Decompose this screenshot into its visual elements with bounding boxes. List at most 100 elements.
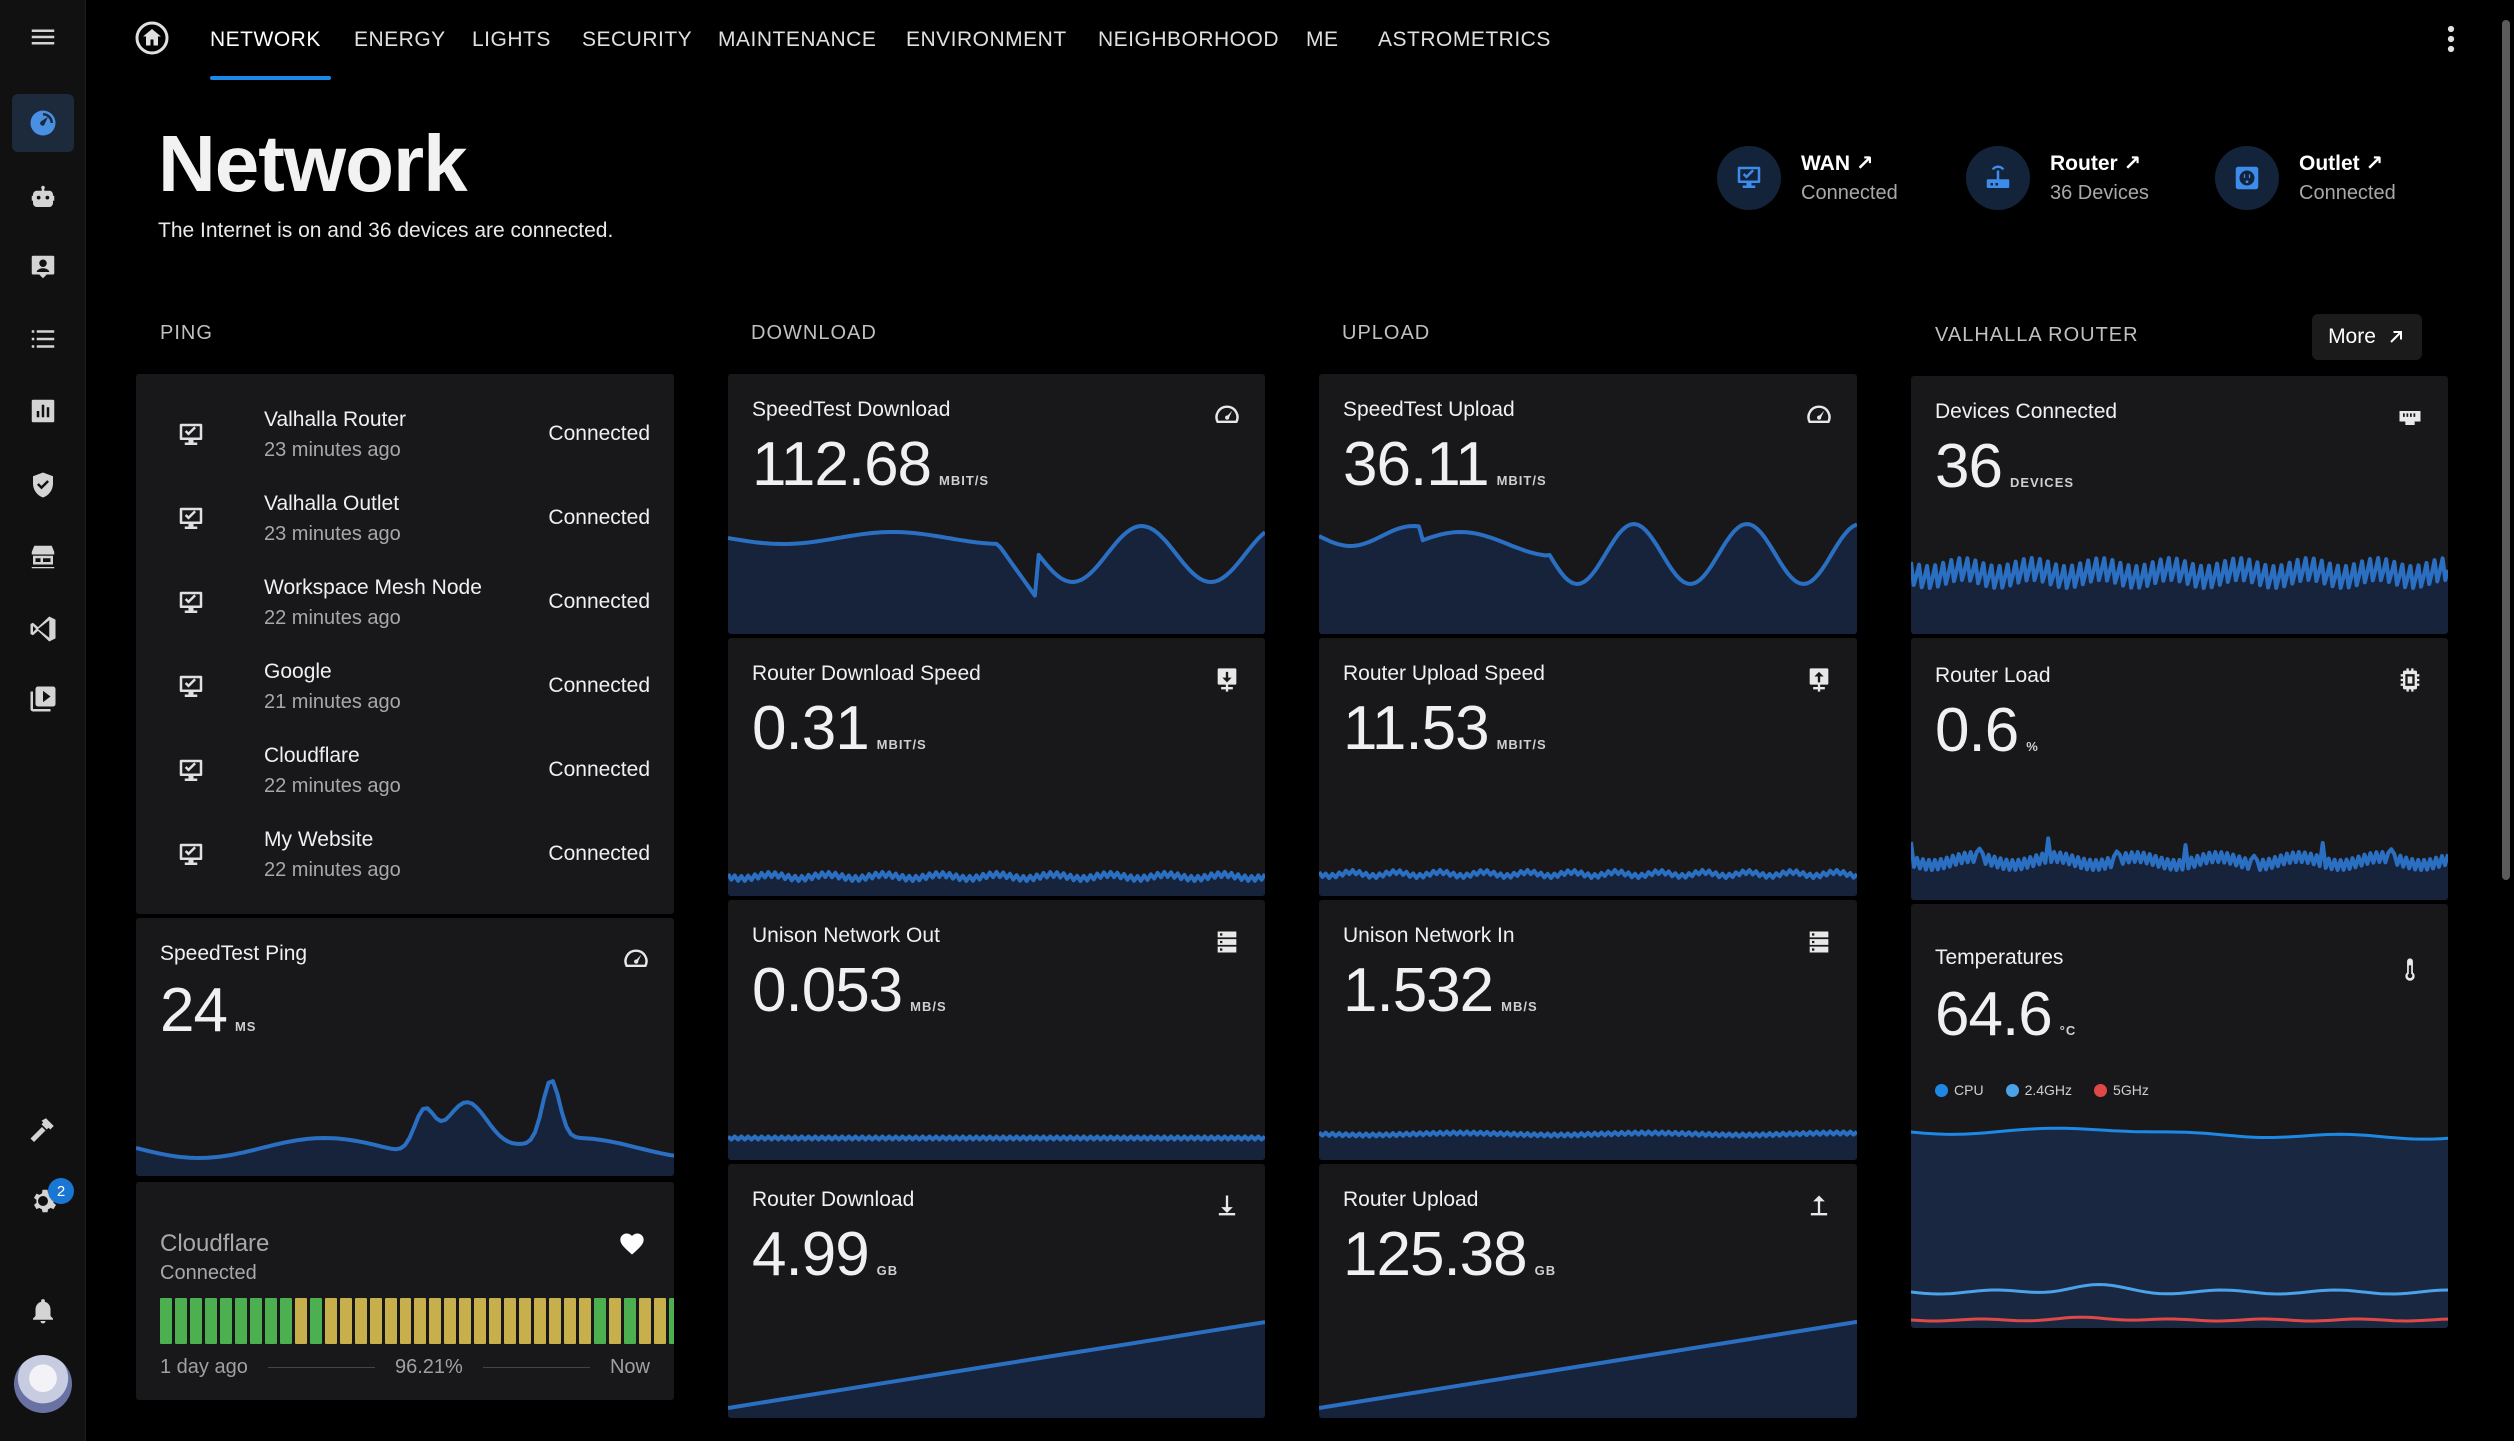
ping-row[interactable]: Valhalla Outlet 23 minutes ago Connected [160,482,650,566]
wan-badge[interactable]: WAN ↗ Connected [1717,146,1898,210]
uptime-bar[interactable] [219,1298,232,1344]
external-link-icon: ↗ [2123,152,2142,175]
speedtest-ping-card[interactable]: SpeedTest Ping 24 MS [136,918,674,1176]
card-value: 0.6% [1935,696,2039,765]
tab-maintenance[interactable]: MAINTENANCE [718,28,877,51]
uptime-bar[interactable] [354,1298,367,1344]
router-download-speed-card[interactable]: Router Download Speed 0.31 MBIT/S [728,638,1265,896]
uptime-card[interactable]: Cloudflare Connected 1 day ago 96.21% No… [136,1182,674,1400]
unison-in-card[interactable]: Unison Network In 1.532 MB/S [1319,900,1857,1160]
ping-row[interactable]: Google 21 minutes ago Connected [160,650,650,734]
uptime-bar[interactable] [324,1298,337,1344]
devices-connected-card[interactable]: Devices Connected 36 DEVICES [1911,376,2448,634]
more-label: More [2328,325,2376,348]
uptime-bar[interactable] [234,1298,247,1344]
uptime-bar[interactable] [639,1298,651,1344]
uptime-bar[interactable] [264,1298,277,1344]
speedtest-upload-card[interactable]: SpeedTest Upload 36.11 MBIT/S [1319,374,1857,634]
uptime-bar[interactable] [399,1298,412,1344]
tab-lights[interactable]: LIGHTS [472,28,551,51]
tab-me[interactable]: ME [1306,28,1339,51]
dashboard-icon[interactable] [12,94,74,152]
uptime-bar[interactable] [339,1298,352,1344]
overflow-menu-icon[interactable] [2446,24,2456,54]
uptime-bar[interactable] [489,1298,502,1344]
settings-icon[interactable]: 2 [12,1172,74,1230]
tab-environment[interactable]: ENVIRONMENT [906,28,1067,51]
uptime-bar[interactable] [549,1298,562,1344]
router-badge[interactable]: Router ↗ 36 Devices [1966,146,2149,210]
card-title: Router Load [1935,664,2051,687]
router-download-card[interactable]: Router Download 4.99 GB [728,1164,1265,1418]
tab-energy[interactable]: ENERGY [354,28,446,51]
ping-row[interactable]: My Website 22 minutes ago Connected [160,818,650,902]
uptime-bar[interactable] [249,1298,262,1344]
tab-neighborhood[interactable]: NEIGHBORHOOD [1098,28,1280,51]
uptime-bar[interactable] [668,1298,674,1344]
temperatures-card[interactable]: Temperatures 64.6 °C CPU 2.4GHz 5GHz [1911,904,2448,1328]
legend-label: 5GHz [2113,1082,2149,1098]
uptime-state: Connected [160,1262,257,1284]
tab-network[interactable]: NETWORK [210,28,321,51]
uptime-bars [160,1298,674,1344]
uptime-bar[interactable] [459,1298,472,1344]
uptime-bar[interactable] [369,1298,382,1344]
uptime-bar[interactable] [474,1298,487,1344]
scrollbar[interactable] [2502,20,2510,880]
legend-item[interactable]: CPU [1935,1082,1984,1098]
uptime-bar[interactable] [384,1298,397,1344]
outlet-state: Connected [2299,182,2396,204]
media-icon[interactable] [12,670,74,728]
legend-item[interactable]: 2.4GHz [2005,1082,2072,1098]
router-load-card[interactable]: Router Load 0.6% [1911,638,2448,900]
tab-astrometrics[interactable]: ASTROMETRICS [1378,28,1551,51]
ping-list-card: Valhalla Router 23 minutes ago Connected Va… [136,374,674,914]
hacs-icon[interactable] [12,528,74,586]
uptime-bar[interactable] [279,1298,292,1344]
router-upload-card[interactable]: Router Upload 125.38 GB [1319,1164,1857,1418]
monitor-check-icon [176,504,210,538]
speedtest-download-card[interactable]: SpeedTest Download 112.68 MBIT/S [728,374,1265,634]
vscode-icon[interactable] [12,600,74,658]
uptime-bar[interactable] [594,1298,607,1344]
ping-row[interactable]: Valhalla Router 23 minutes ago Connected [160,398,650,482]
uptime-bar[interactable] [189,1298,202,1344]
chart-icon[interactable] [12,382,74,440]
ping-row[interactable]: Workspace Mesh Node 22 minutes ago Connect… [160,566,650,650]
tab-security[interactable]: SECURITY [582,28,693,51]
uptime-bar[interactable] [653,1298,666,1344]
outlet-badge[interactable]: Outlet ↗ Connected [2215,146,2396,210]
bell-icon[interactable] [12,1282,74,1340]
hammer-icon[interactable] [12,1100,74,1158]
robot-icon[interactable] [12,168,74,226]
uptime-bar[interactable] [294,1298,307,1344]
uptime-bar[interactable] [504,1298,517,1344]
legend-item[interactable]: 5GHz [2094,1082,2149,1098]
account-box-icon[interactable] [12,238,74,296]
uptime-bar[interactable] [564,1298,577,1344]
uptime-bar[interactable] [160,1298,172,1344]
uptime-bar[interactable] [309,1298,322,1344]
avatar[interactable] [14,1355,72,1413]
router-upload-speed-card[interactable]: Router Upload Speed 11.53 MBIT/S [1319,638,1857,896]
home-icon[interactable] [134,20,170,56]
uptime-bar[interactable] [609,1298,622,1344]
ping-row[interactable]: Cloudflare 22 minutes ago Connected [160,734,650,818]
list-icon[interactable] [12,310,74,368]
uptime-bar[interactable] [174,1298,187,1344]
menu-icon[interactable] [12,8,74,66]
uptime-bar[interactable] [519,1298,532,1344]
uptime-bar[interactable] [204,1298,217,1344]
uptime-bar[interactable] [429,1298,442,1344]
shield-icon[interactable] [12,456,74,514]
card-title: Router Upload Speed [1343,662,1545,685]
unison-out-card[interactable]: Unison Network Out 0.053 MB/S [728,900,1265,1160]
uptime-bar[interactable] [579,1298,592,1344]
card-value: 0.053 MB/S [752,956,947,1025]
uptime-bar[interactable] [414,1298,427,1344]
uptime-bar[interactable] [444,1298,457,1344]
more-button[interactable]: More [2312,314,2422,360]
uptime-bar[interactable] [624,1298,636,1344]
ping-name: My Website [264,828,374,851]
uptime-bar[interactable] [534,1298,547,1344]
